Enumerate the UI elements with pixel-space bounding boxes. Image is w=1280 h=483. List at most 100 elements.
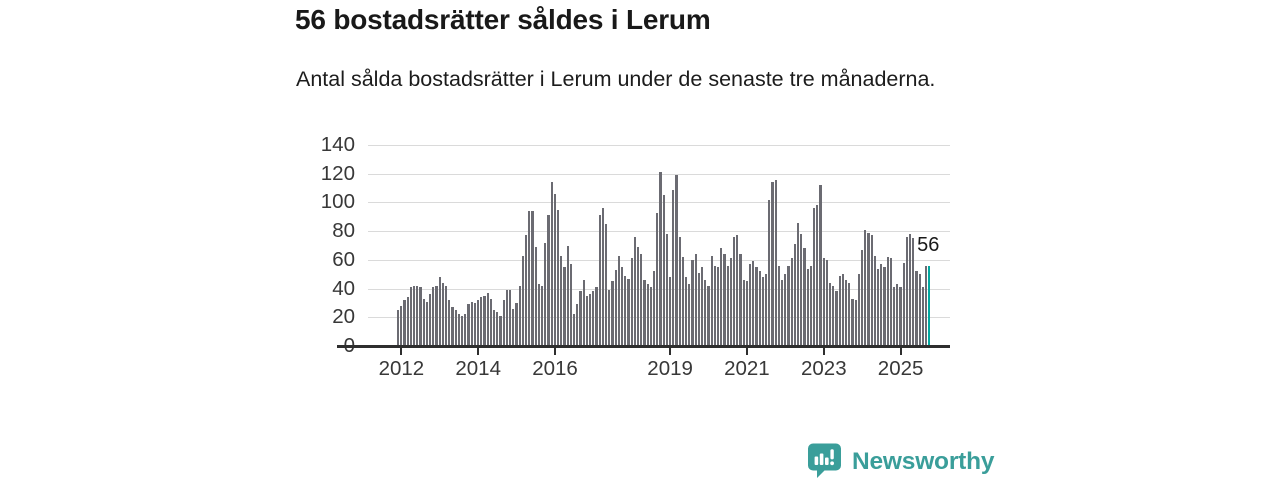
bar: [473, 302, 477, 346]
plot-area: 56: [368, 145, 950, 346]
bar: [573, 314, 576, 346]
bar: [736, 235, 739, 346]
bar: [483, 295, 486, 346]
bar: [499, 315, 502, 346]
bar: [899, 287, 902, 346]
bar: [608, 290, 611, 346]
bar: [822, 258, 825, 346]
bar: [557, 209, 560, 346]
bar: [886, 257, 889, 346]
bar: [646, 284, 649, 346]
bar: [525, 235, 528, 346]
bar: [617, 255, 621, 346]
bar: [653, 271, 656, 346]
bar: [681, 257, 685, 346]
bar: [781, 280, 784, 346]
bar: [915, 271, 918, 346]
bar: [771, 182, 774, 346]
bar: [643, 280, 646, 346]
newsworthy-logo: Newsworthy: [806, 441, 995, 483]
bar: [541, 285, 544, 346]
bar: [790, 258, 793, 346]
bar: [806, 268, 809, 346]
bar: [813, 208, 816, 346]
bar: [838, 275, 841, 346]
bar: [918, 274, 921, 346]
x-axis-tick: [554, 348, 556, 355]
x-axis-label: 2012: [378, 357, 425, 380]
y-axis-label: 100: [320, 190, 355, 214]
bar: [880, 264, 883, 346]
bar: [400, 305, 403, 346]
bar: [701, 267, 704, 346]
bar: [902, 262, 905, 346]
gridline: [368, 317, 950, 319]
bar: [544, 242, 547, 346]
bar: [739, 254, 742, 346]
gridline: [368, 288, 950, 290]
bar: [829, 282, 832, 346]
bar: [768, 199, 771, 346]
bar: [864, 229, 867, 346]
bar: [793, 244, 797, 346]
bar: [726, 265, 729, 346]
value-label: 56: [917, 233, 940, 256]
x-axis-label: 2019: [647, 357, 693, 380]
bar: [665, 234, 669, 346]
bar: [912, 238, 915, 346]
bar: [438, 277, 441, 346]
bar: [429, 294, 432, 346]
x-axis-tick: [899, 348, 902, 355]
bar: [678, 236, 681, 346]
bar: [675, 175, 678, 346]
bar: [493, 310, 496, 346]
bar: [502, 300, 505, 346]
bar: [509, 290, 512, 346]
bar: [816, 205, 819, 346]
bar: [688, 284, 691, 346]
bar: [704, 280, 707, 346]
bar: [537, 284, 541, 346]
bar: [614, 269, 617, 346]
bar: [413, 285, 416, 346]
gridline: [368, 202, 950, 204]
bar: [633, 236, 637, 346]
bar: [528, 211, 531, 346]
bar: [425, 301, 429, 346]
bar: [925, 265, 928, 346]
bar: [870, 235, 873, 346]
chart-subtitle: Antal sålda bostadsrätter i Lerum under …: [296, 67, 936, 91]
bar: [835, 291, 838, 346]
bar: [845, 280, 848, 346]
gridline: [368, 259, 950, 261]
bar: [877, 268, 880, 346]
bar: [441, 282, 445, 346]
gridline: [368, 173, 950, 175]
bar: [717, 267, 720, 346]
x-axis-label: 2021: [724, 357, 770, 380]
y-axis-label: 80: [332, 219, 355, 243]
bar: [569, 264, 573, 346]
x-axis-tick: [400, 348, 403, 355]
bar: [672, 189, 675, 346]
bar: [749, 264, 752, 346]
bar: [685, 277, 688, 346]
bar: [774, 179, 777, 346]
bar: [889, 258, 893, 346]
bar: [566, 245, 569, 346]
bar: [419, 287, 422, 346]
bar: [550, 182, 553, 346]
bar: [873, 255, 877, 346]
y-axis-label: 60: [332, 247, 355, 271]
bar: [457, 314, 461, 346]
bar: [470, 301, 473, 346]
bar: [784, 274, 787, 346]
bar: [694, 254, 697, 346]
bar: [515, 302, 518, 346]
bar: [611, 281, 614, 346]
bar: [592, 291, 595, 346]
bar: [710, 255, 713, 346]
bar: [825, 259, 829, 346]
bar: [582, 280, 585, 346]
